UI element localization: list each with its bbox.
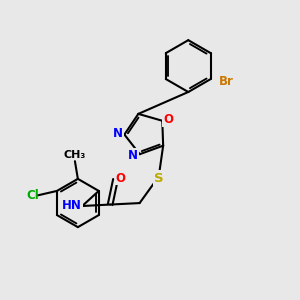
Text: CH₃: CH₃ bbox=[64, 150, 86, 160]
Text: HN: HN bbox=[62, 199, 82, 212]
Text: N: N bbox=[128, 149, 138, 162]
Text: O: O bbox=[116, 172, 126, 184]
Text: Br: Br bbox=[219, 75, 234, 88]
Text: Cl: Cl bbox=[26, 189, 39, 202]
Text: S: S bbox=[154, 172, 164, 184]
Text: O: O bbox=[163, 113, 173, 126]
Text: N: N bbox=[113, 127, 123, 140]
